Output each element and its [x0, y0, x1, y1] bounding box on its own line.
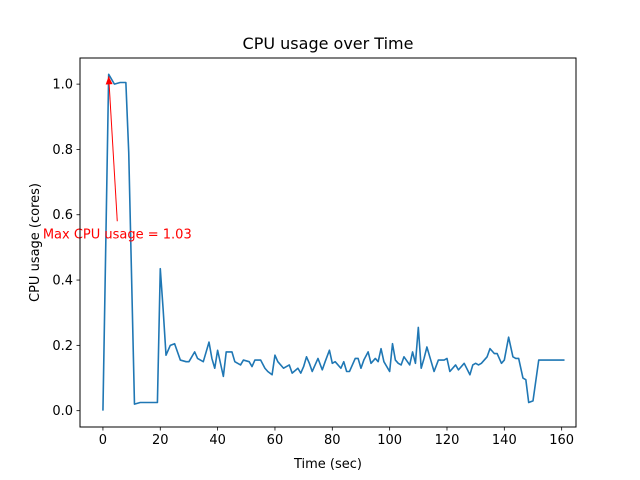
x-tick-label: 0 [99, 433, 107, 448]
x-tick-label: 160 [549, 433, 574, 448]
y-tick-label: 0.8 [52, 143, 73, 158]
y-tick-label: 0.4 [52, 274, 73, 289]
annotation-label: Max CPU usage = 1.03 [43, 227, 192, 242]
x-tick-label: 80 [324, 433, 341, 448]
annotation-arrow-head [105, 76, 113, 85]
y-tick-label: 0.2 [52, 339, 73, 354]
y-axis-ticks: 0.0 0.2 0.4 0.6 0.8 1.0 [52, 78, 80, 419]
x-tick-label: 20 [152, 433, 169, 448]
y-tick-label: 1.0 [52, 78, 73, 93]
plot-frame [79, 57, 577, 428]
cpu-usage-line [102, 73, 565, 411]
x-tick-label: 140 [492, 433, 517, 448]
y-axis-label: CPU usage (cores) [28, 183, 43, 302]
annotation-arrow-line [108, 76, 118, 222]
x-tick-label: 60 [267, 433, 284, 448]
series-layer [102, 73, 565, 411]
x-tick-label: 40 [209, 433, 226, 448]
x-tick-label: 100 [377, 433, 402, 448]
x-tick-label: 120 [435, 433, 460, 448]
y-tick-label: 0.6 [52, 208, 73, 223]
x-axis-label: Time (sec) [293, 457, 362, 472]
chart-title: CPU usage over Time [243, 34, 414, 53]
x-axis-ticks: 0 20 40 60 80 100 120 140 160 [99, 427, 574, 448]
y-tick-label: 0.0 [52, 404, 73, 419]
